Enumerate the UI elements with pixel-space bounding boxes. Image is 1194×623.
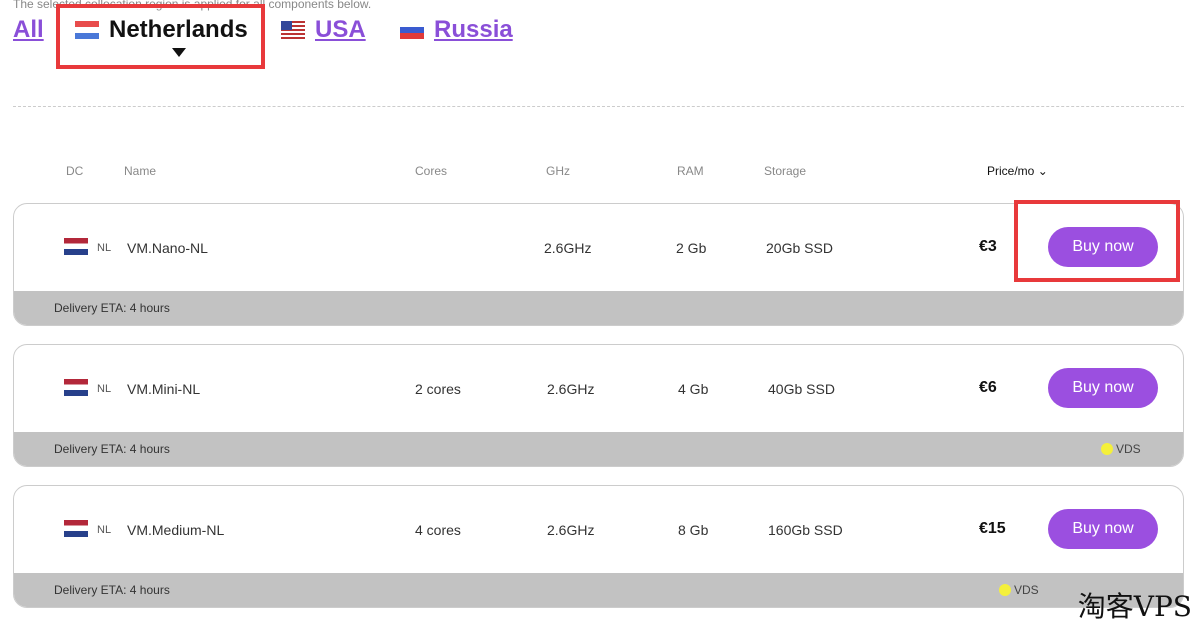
product-card: NL VM.Medium-NL 4 cores 2.6GHz 8 Gb 160G… bbox=[13, 485, 1184, 608]
card-footer bbox=[14, 291, 1183, 325]
tab-label: All bbox=[13, 16, 44, 43]
usa-flag-icon bbox=[281, 21, 305, 39]
tab-netherlands[interactable]: Netherlands bbox=[75, 16, 248, 44]
ram: 8 Gb bbox=[678, 522, 709, 538]
netherlands-flag-icon bbox=[64, 379, 88, 396]
cores: 2 cores bbox=[415, 381, 461, 397]
delivery-eta: Delivery ETA: 4 hours bbox=[54, 442, 170, 456]
product-card: NL VM.Nano-NL 2.6GHz 2 Gb 20Gb SSD €3 Bu… bbox=[13, 203, 1184, 326]
product-name: VM.Mini-NL bbox=[127, 381, 201, 397]
badge-label: VDS bbox=[1014, 583, 1039, 597]
tab-label: USA bbox=[315, 16, 366, 43]
cores: 4 cores bbox=[415, 522, 461, 538]
vds-badge: VDS bbox=[999, 583, 1039, 597]
netherlands-flag-icon bbox=[75, 21, 99, 39]
price: €15 bbox=[979, 520, 1006, 537]
tab-label: Netherlands bbox=[109, 16, 248, 43]
storage: 20Gb SSD bbox=[766, 240, 833, 256]
storage: 160Gb SSD bbox=[768, 522, 843, 538]
highlight-box bbox=[56, 4, 265, 69]
delivery-eta: Delivery ETA: 4 hours bbox=[54, 583, 170, 597]
netherlands-flag-icon bbox=[64, 520, 88, 537]
watermark: 淘客VPS bbox=[1077, 590, 1192, 623]
tab-label: Russia bbox=[434, 16, 513, 43]
netherlands-flag-icon bbox=[64, 238, 88, 255]
price: €6 bbox=[979, 379, 997, 396]
ghz: 2.6GHz bbox=[544, 240, 592, 256]
buy-now-button[interactable]: Buy now bbox=[1048, 368, 1158, 408]
tab-usa[interactable]: USA bbox=[281, 16, 366, 44]
col-cores[interactable]: Cores bbox=[415, 164, 448, 178]
tab-all[interactable]: All bbox=[13, 16, 44, 44]
ram: 2 Gb bbox=[676, 240, 707, 256]
buy-now-button[interactable]: Buy now bbox=[1048, 227, 1158, 267]
badge-label: VDS bbox=[1116, 442, 1141, 456]
chevron-down-icon: ⌄ bbox=[1037, 164, 1048, 178]
caret-down-icon bbox=[172, 48, 186, 57]
col-ghz[interactable]: GHz bbox=[546, 164, 570, 178]
tab-russia[interactable]: Russia bbox=[400, 16, 513, 44]
product-name: VM.Medium-NL bbox=[127, 522, 225, 538]
russia-flag-icon bbox=[400, 21, 424, 39]
col-price-sort[interactable]: Price/mo ⌄ bbox=[987, 164, 1048, 178]
col-dc: DC bbox=[66, 164, 84, 178]
storage: 40Gb SSD bbox=[768, 381, 835, 397]
vds-badge: VDS bbox=[1101, 442, 1141, 456]
product-card: NL VM.Mini-NL 2 cores 2.6GHz 4 Gb 40Gb S… bbox=[13, 344, 1184, 467]
status-dot-icon bbox=[999, 584, 1011, 596]
card-footer bbox=[14, 573, 1183, 607]
dc-code: NL bbox=[97, 524, 112, 536]
highlight-box bbox=[1014, 200, 1180, 282]
status-dot-icon bbox=[1101, 443, 1113, 455]
ghz: 2.6GHz bbox=[547, 381, 595, 397]
col-price-label: Price/mo bbox=[987, 164, 1035, 178]
dc-code: NL bbox=[97, 383, 112, 395]
delivery-eta: Delivery ETA: 4 hours bbox=[54, 301, 170, 315]
divider bbox=[13, 106, 1184, 107]
buy-now-button[interactable]: Buy now bbox=[1048, 509, 1158, 549]
price: €3 bbox=[979, 238, 997, 255]
product-name: VM.Nano-NL bbox=[127, 240, 208, 256]
col-name[interactable]: Name bbox=[124, 164, 157, 178]
dc-code: NL bbox=[97, 242, 112, 254]
col-storage[interactable]: Storage bbox=[764, 164, 807, 178]
ram: 4 Gb bbox=[678, 381, 709, 397]
col-ram[interactable]: RAM bbox=[677, 164, 704, 178]
ghz: 2.6GHz bbox=[547, 522, 595, 538]
card-footer bbox=[14, 432, 1183, 466]
